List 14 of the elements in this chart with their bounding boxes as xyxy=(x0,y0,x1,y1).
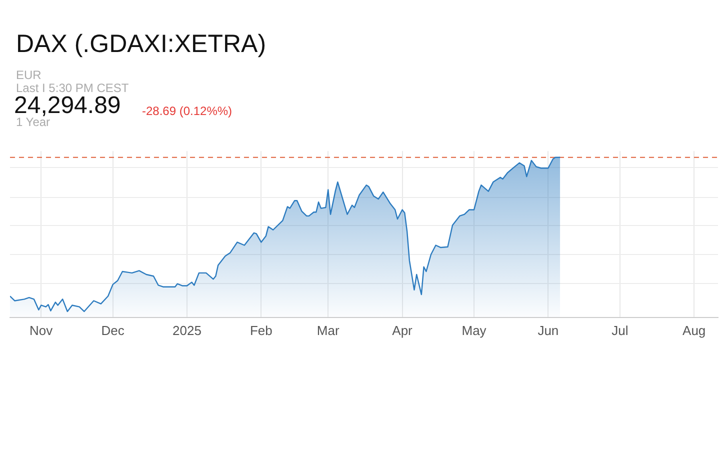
text: -28.69 (0.12%%) xyxy=(142,104,232,118)
text: EUR xyxy=(16,68,42,82)
x-tick-label: Jul xyxy=(612,322,628,338)
x-tick-label: Apr xyxy=(392,322,414,338)
x-tick-label: Feb xyxy=(250,322,272,338)
x-tick-label: May xyxy=(462,322,487,338)
x-tick-label: Mar xyxy=(316,322,340,338)
text: Last I 5:30 PM CEST xyxy=(16,81,129,95)
x-tick-label: Jun xyxy=(538,322,559,338)
x-tick-label: Nov xyxy=(30,322,54,338)
x-tick-label: Dec xyxy=(101,322,125,338)
x-tick-label: 2025 xyxy=(172,322,202,338)
chart-title: DAX (.GDAXI:XETRA) xyxy=(16,30,266,59)
x-tick-label: Aug xyxy=(682,322,706,338)
